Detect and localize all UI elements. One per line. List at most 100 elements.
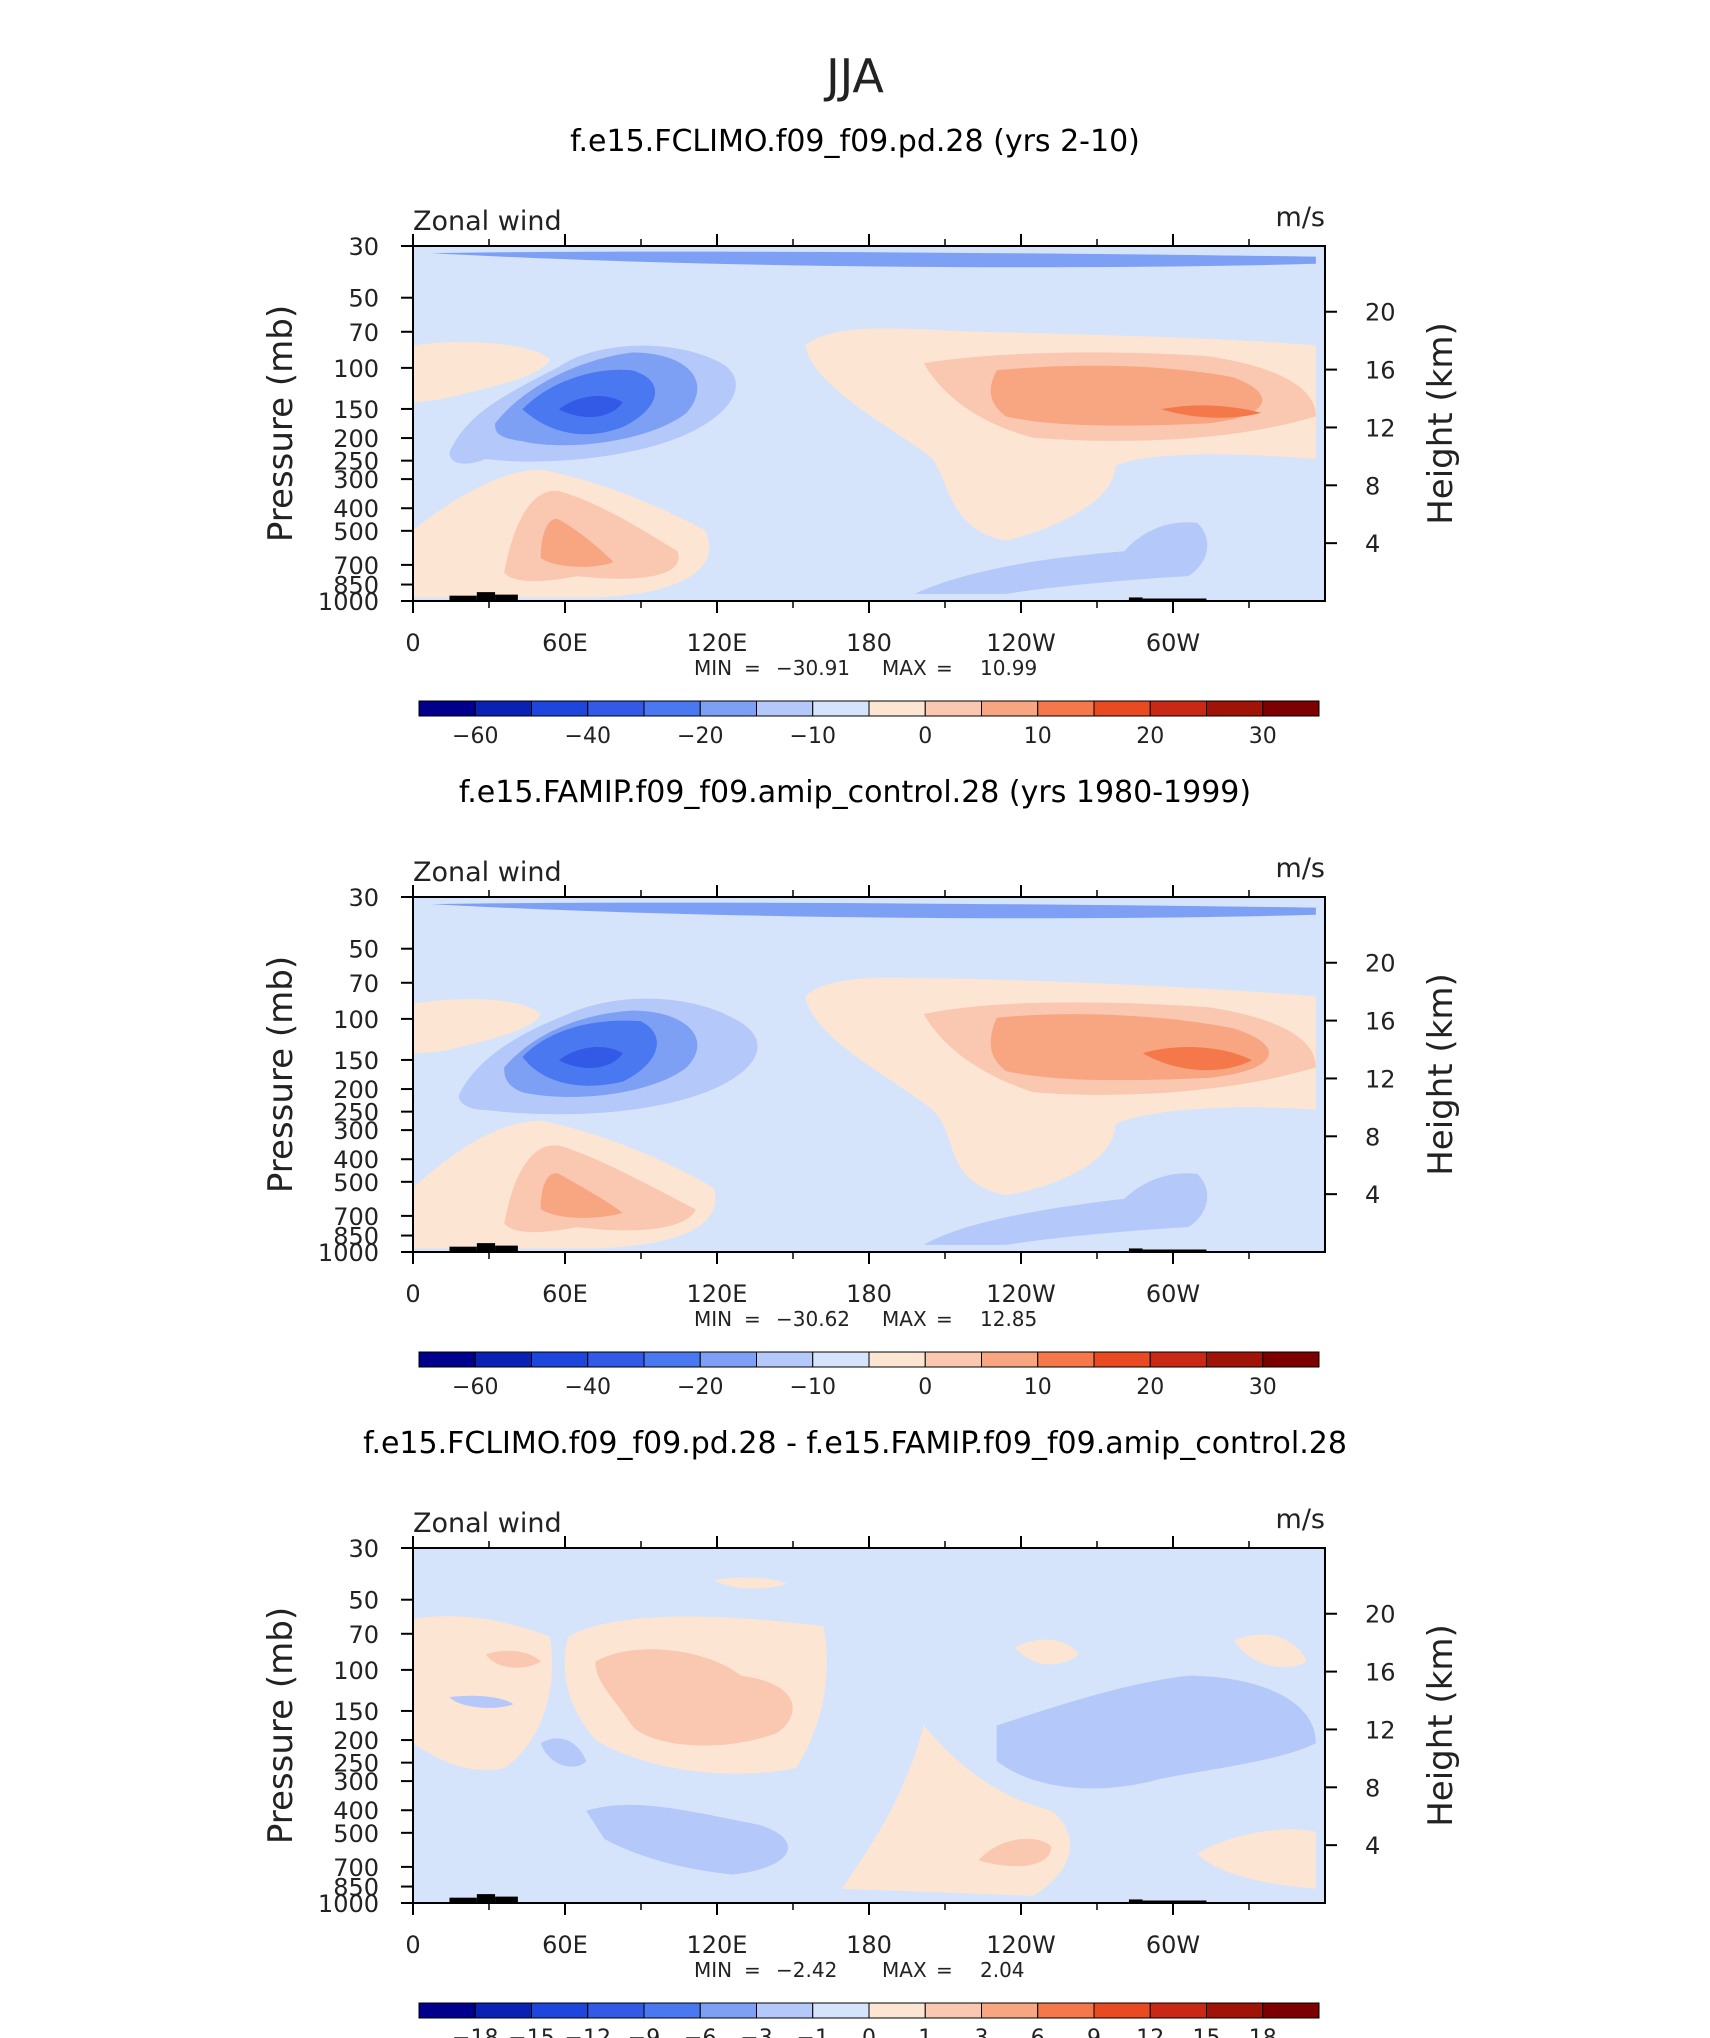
colorbar-box <box>756 700 814 717</box>
colorbar-box <box>1093 700 1151 717</box>
x-tick-label: 120E <box>687 1280 748 1308</box>
colorbar-box <box>924 700 982 717</box>
colorbar-box <box>756 1351 814 1368</box>
contour-region <box>713 1577 787 1589</box>
stat-max-value: 2.04 <box>980 1958 1025 1982</box>
y-tick-label: 100 <box>333 1006 379 1034</box>
x-tick-label: 120E <box>687 1931 748 1959</box>
stat-eq: = <box>744 1307 761 1331</box>
colorbar-label: 12 <box>1136 2026 1164 2038</box>
y2-tick-label: 20 <box>1365 950 1396 978</box>
y-tick-label: 200 <box>333 1727 379 1755</box>
contour-region <box>485 1650 541 1668</box>
y-tick-label: 500 <box>333 518 379 546</box>
y2-tick-label: 8 <box>1365 1774 1380 1802</box>
stat-max-label: MAX <box>882 1958 927 1982</box>
y2-tick-label: 16 <box>1365 1659 1396 1687</box>
colorbar-label: 0 <box>862 2026 876 2038</box>
y-tick-label: 250 <box>333 1750 379 1778</box>
y2-axis-title: Height (km) <box>1421 973 1461 1176</box>
y2-tick-label: 8 <box>1365 1123 1380 1151</box>
colorbar-label: 30 <box>1249 1375 1277 1400</box>
y-tick-label: 30 <box>348 1535 379 1563</box>
x-tick-label: 60W <box>1146 629 1200 657</box>
x-tick-label: 0 <box>405 1280 420 1308</box>
x-tick-label: 180 <box>846 1280 892 1308</box>
colorbar-box <box>1206 1351 1264 1368</box>
colorbar-box <box>587 1351 645 1368</box>
y2-tick-label: 4 <box>1365 530 1380 558</box>
colorbar-label: −40 <box>565 724 611 749</box>
colorbar-label: −12 <box>565 2026 611 2038</box>
contour-region <box>431 902 1316 919</box>
colorbar-box <box>1262 1351 1320 1368</box>
colorbar-box <box>699 700 757 717</box>
stat-eq: = <box>744 656 761 680</box>
contour-region <box>1014 1639 1079 1665</box>
colorbar-box <box>643 700 701 717</box>
contour-region <box>558 1047 623 1069</box>
panel-variable-label: Zonal wind <box>413 206 562 237</box>
y-axis-title: Pressure (mb) <box>261 956 301 1193</box>
colorbar-box <box>1037 1351 1095 1368</box>
contour-region <box>413 341 550 403</box>
colorbar-box <box>418 1351 476 1368</box>
y2-axis-title: Height (km) <box>1421 1624 1461 1827</box>
colorbar-box <box>587 700 645 717</box>
colorbar-box <box>924 2002 982 2019</box>
colorbar-label: −15 <box>508 2026 554 2038</box>
y2-tick-label: 20 <box>1365 299 1396 327</box>
topography <box>495 594 518 601</box>
y-tick-label: 400 <box>333 1797 379 1825</box>
stat-eq: = <box>936 1307 953 1331</box>
colorbar-box <box>1149 700 1207 717</box>
stat-min-label: MIN <box>694 656 732 680</box>
topography <box>449 595 477 601</box>
topography <box>495 1245 518 1252</box>
topography <box>1142 598 1207 601</box>
colorbar-box <box>868 2002 926 2019</box>
colorbar-box <box>868 1351 926 1368</box>
topography <box>495 1896 518 1903</box>
stat-max-value: 12.85 <box>980 1307 1037 1331</box>
colorbar-box <box>418 700 476 717</box>
colorbar-label: 1 <box>918 2026 932 2038</box>
x-tick-label: 120W <box>986 629 1056 657</box>
colorbar-label: −10 <box>790 1375 836 1400</box>
panel-title: f.e15.FCLIMO.f09_f09.pd.28 (yrs 2-10) <box>570 124 1140 159</box>
colorbar-label: 20 <box>1136 724 1164 749</box>
colorbar-box <box>474 1351 532 1368</box>
colorbar-box <box>531 700 589 717</box>
colorbar-label: −20 <box>677 1375 723 1400</box>
topography <box>1128 1899 1143 1903</box>
colorbar-label: 9 <box>1087 2026 1101 2038</box>
y-tick-label: 850 <box>333 1223 379 1251</box>
contour-region <box>923 1173 1208 1245</box>
colorbar-box <box>981 700 1039 717</box>
x-tick-label: 60W <box>1146 1280 1200 1308</box>
y-tick-label: 500 <box>333 1820 379 1848</box>
y2-tick-label: 4 <box>1365 1181 1380 1209</box>
y-tick-label: 300 <box>333 1117 379 1145</box>
topography <box>1142 1900 1207 1903</box>
panel-units-label: m/s <box>1276 853 1325 884</box>
topography <box>1142 1249 1207 1252</box>
colorbar-label: 0 <box>918 1375 932 1400</box>
figure-title: JJA <box>823 49 884 103</box>
stat-eq: = <box>744 1958 761 1982</box>
colorbar-label: −9 <box>628 2026 660 2038</box>
y-tick-label: 150 <box>333 396 379 424</box>
contour-region <box>978 1838 1052 1867</box>
topography <box>476 1894 496 1903</box>
x-tick-label: 60E <box>542 1280 588 1308</box>
contour-region <box>996 1675 1316 1789</box>
contour-region <box>540 518 614 567</box>
panel-variable-label: Zonal wind <box>413 1508 562 1539</box>
colorbar-box <box>812 2002 870 2019</box>
y-tick-label: 200 <box>333 425 379 453</box>
colorbar-label: 0 <box>918 724 932 749</box>
topography <box>449 1246 477 1252</box>
stat-min-value: −30.91 <box>776 656 850 680</box>
x-tick-label: 120W <box>986 1931 1056 1959</box>
colorbar-box <box>868 700 926 717</box>
